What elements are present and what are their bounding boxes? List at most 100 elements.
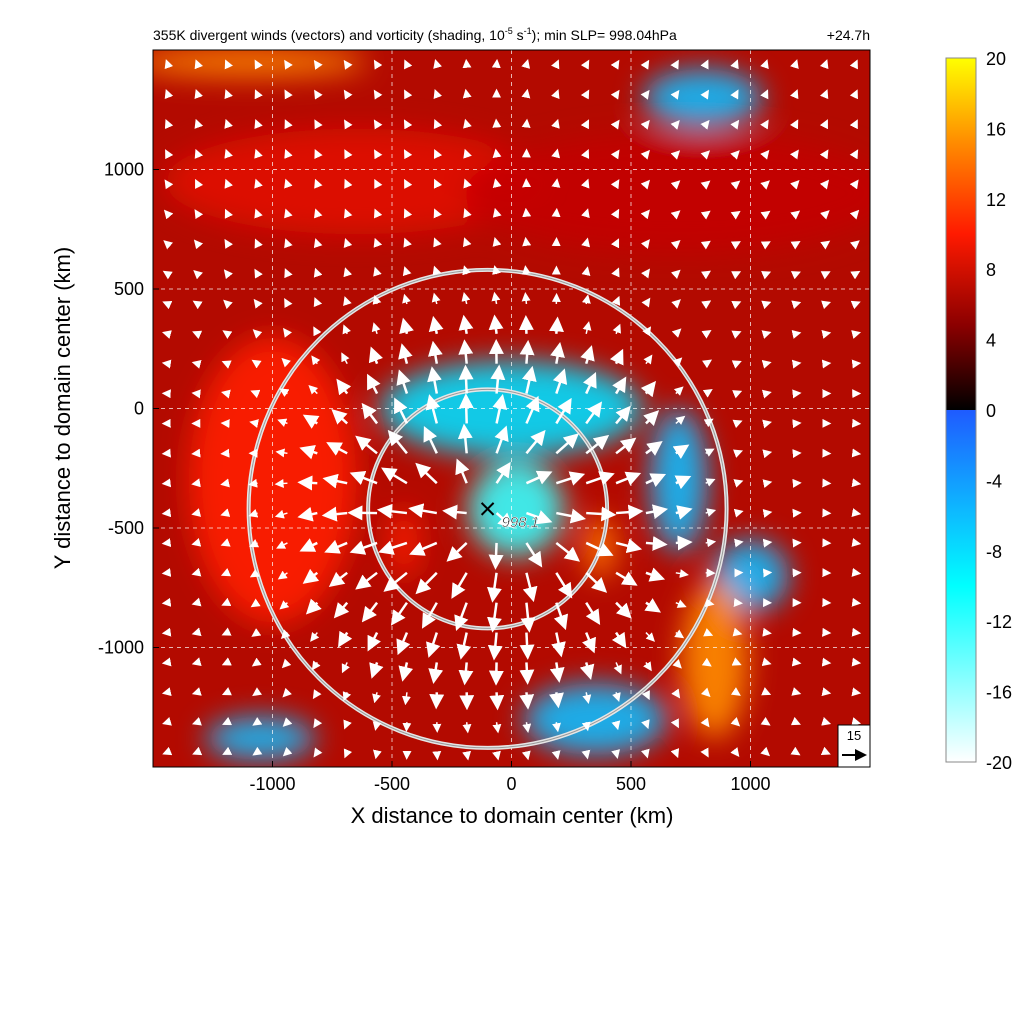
- wind-vector: [191, 597, 202, 607]
- wind-vector: [415, 462, 438, 485]
- wind-vector: [343, 208, 353, 219]
- wind-vector: [338, 630, 353, 648]
- wind-vector: [163, 209, 174, 220]
- wind-vector: [248, 478, 258, 488]
- wind-vector: [310, 631, 320, 642]
- wind-vector: [762, 419, 772, 429]
- wind-vector: [640, 239, 650, 249]
- wind-vector: [195, 178, 204, 189]
- wind-vector: [344, 149, 353, 160]
- wind-vector: [162, 746, 173, 756]
- wind-vector: [585, 541, 614, 557]
- wind-vector: [399, 317, 414, 335]
- wind-vector: [223, 269, 233, 280]
- colorbar-tick-label: 20: [986, 49, 1006, 69]
- wind-vector: [643, 410, 660, 427]
- wind-vector: [611, 749, 621, 759]
- wind-vector: [367, 373, 381, 395]
- wind-vector: [390, 601, 408, 626]
- wind-vector: [732, 390, 743, 399]
- wind-vector: [519, 339, 535, 364]
- wind-vector: [610, 119, 620, 130]
- wind-vector: [849, 119, 858, 130]
- wind-vector: [461, 291, 471, 305]
- wind-vector: [404, 89, 413, 100]
- wind-vector: [580, 59, 590, 70]
- wind-vector: [254, 148, 263, 159]
- wind-vector: [458, 364, 474, 394]
- wind-vector: [700, 210, 711, 220]
- colorbar-ticks: 20 16 12 8 4 0 -4 -8 -12 -16 -20: [986, 49, 1012, 773]
- wind-vector: [284, 238, 293, 249]
- wind-vector: [220, 508, 231, 517]
- wind-vector: [581, 208, 590, 219]
- wind-vector: [162, 717, 172, 726]
- wind-vector: [343, 89, 353, 100]
- wind-vector: [643, 661, 652, 672]
- wind-vector: [314, 148, 323, 160]
- wind-vector: [581, 749, 591, 760]
- wind-vector: [730, 59, 739, 70]
- wind-vector: [252, 329, 263, 339]
- wind-vector: [701, 300, 712, 310]
- wind-vector: [645, 567, 666, 582]
- wind-vector: [790, 716, 801, 726]
- wind-vector: [730, 150, 740, 160]
- wind-vector: [194, 148, 204, 159]
- wind-vector: [519, 662, 535, 685]
- wind-vector: [549, 662, 565, 683]
- wind-vector: [526, 510, 553, 525]
- y-tick-label: 0: [134, 399, 144, 419]
- wind-vector: [732, 627, 743, 637]
- wind-vector: [302, 414, 320, 429]
- wind-vector: [308, 385, 319, 395]
- center-marker: [480, 502, 495, 516]
- wind-vector: [525, 429, 546, 455]
- wind-vector: [585, 401, 603, 425]
- wind-vector: [700, 119, 710, 130]
- wind-vector: [191, 627, 202, 637]
- wind-vector: [610, 238, 620, 249]
- wind-vector: [404, 59, 413, 70]
- wind-vector: [675, 569, 689, 578]
- wind-vector: [640, 149, 650, 160]
- wind-vector: [615, 504, 644, 520]
- wind-vector: [762, 449, 773, 459]
- wind-vector: [192, 330, 203, 340]
- wind-vector: [488, 314, 504, 334]
- wind-vector: [525, 395, 540, 424]
- wind-vector: [361, 402, 379, 425]
- wind-vectors: [161, 58, 862, 761]
- wind-vector: [313, 238, 323, 249]
- wind-vector: [421, 602, 438, 629]
- wind-vector: [415, 571, 438, 595]
- wind-vector: [762, 508, 773, 518]
- wind-vector: [254, 89, 263, 100]
- wind-vector: [191, 657, 202, 666]
- wind-vector: [791, 330, 802, 339]
- wind-vector: [458, 314, 474, 335]
- y-tick-label: 500: [114, 279, 144, 299]
- wind-vector: [333, 601, 350, 619]
- colorbar: 20 16 12 8 4 0 -4 -8 -12 -16 -20: [945, 49, 1012, 773]
- wind-vector: [790, 241, 801, 250]
- storm-center: 998.1: [480, 502, 539, 531]
- chart-title: 355K divergent winds (vectors) and vorti…: [153, 26, 677, 43]
- wind-vector: [314, 178, 323, 189]
- wind-vector: [433, 148, 443, 160]
- wind-vector: [730, 89, 739, 100]
- wind-vector: [671, 688, 681, 699]
- wind-vector: [442, 504, 467, 520]
- wind-vector: [522, 722, 532, 734]
- wind-vector: [324, 539, 348, 554]
- wind-vector: [610, 149, 620, 160]
- wind-vector: [643, 354, 653, 365]
- wind-vector: [451, 572, 468, 599]
- wind-vector: [525, 542, 543, 568]
- wind-vector: [520, 602, 536, 633]
- wind-vector: [299, 538, 318, 552]
- wind-vector: [640, 179, 651, 190]
- wind-vector: [610, 179, 620, 190]
- wind-vector: [555, 433, 579, 455]
- wind-vector: [522, 365, 537, 394]
